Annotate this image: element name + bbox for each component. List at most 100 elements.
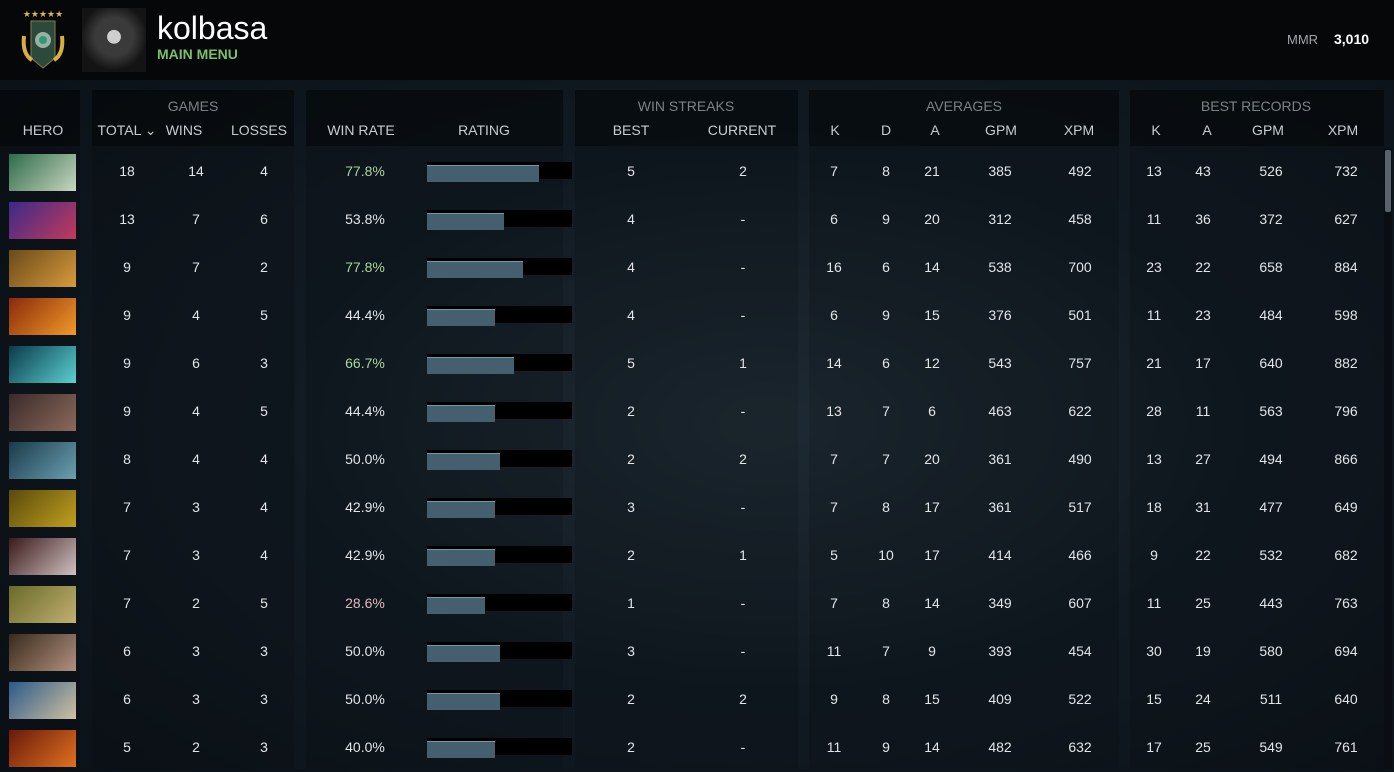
cell-bk: 18 xyxy=(1146,499,1162,515)
cell-losses: 5 xyxy=(260,307,268,323)
table-row[interactable]: 13 7 6 53.8% 4 - 6 9 20 312 458 11 36 372 627 xyxy=(0,196,1380,244)
cell-total: 8 xyxy=(123,451,131,467)
cell-k: 11 xyxy=(826,643,842,659)
table-row[interactable]: 7 2 5 28.6% 1-7 8 14 349 607 11 25 443 763 xyxy=(0,580,1380,628)
cell-bk: 30 xyxy=(1146,643,1162,659)
cell-k: 9 xyxy=(830,691,838,707)
rating-bar xyxy=(427,642,572,662)
col-rating[interactable]: RATING xyxy=(458,122,510,138)
scrollbar-thumb[interactable] xyxy=(1385,150,1391,212)
cell-wins: 3 xyxy=(192,691,200,707)
table-row[interactable]: 9 6 3 66.7% 5 1 14 6 12 543 757 21 17 640 882 xyxy=(0,340,1380,388)
col-losses[interactable]: LOSSES xyxy=(230,122,288,138)
cell-losses: 3 xyxy=(260,739,268,755)
rating-bar-fill xyxy=(427,693,500,710)
cell-wins: 7 xyxy=(192,259,200,275)
col-total-sorted[interactable]: TOTAL ⌄ xyxy=(97,122,157,138)
cell-win-rate: 44.4% xyxy=(345,403,385,419)
hero-portrait[interactable] xyxy=(9,250,76,287)
col-win-rate[interactable]: WIN RATE xyxy=(327,122,395,138)
rating-bar-fill xyxy=(427,741,496,758)
cell-best: 2 xyxy=(627,691,635,707)
cell-a: 17 xyxy=(924,499,940,515)
cell-wins: 7 xyxy=(192,211,200,227)
col-hero[interactable]: HERO xyxy=(22,122,64,138)
cell-wins: 14 xyxy=(188,163,204,179)
cell-k: 11 xyxy=(826,739,842,755)
hero-portrait[interactable] xyxy=(9,682,76,719)
cell-xpm: 522 xyxy=(1068,691,1092,707)
avatar[interactable] xyxy=(82,8,146,72)
cell-gpm: 482 xyxy=(988,739,1012,755)
cell-bk: 28 xyxy=(1146,403,1162,419)
win-streaks-group xyxy=(575,90,798,146)
cell-win-rate: 66.7% xyxy=(345,355,385,371)
table-row[interactable]: 6 3 3 50.0% 2 2 9 8 15 409 522 15 24 511 640 xyxy=(0,676,1380,724)
col-wins[interactable]: WINS xyxy=(165,122,203,138)
cell-best: 5 xyxy=(627,355,635,371)
col-avg-a[interactable]: A xyxy=(930,122,940,138)
table-row[interactable]: 9 4 5 44.4% 2 - 13 7 6 463 622 28 11 563 796 xyxy=(0,388,1380,436)
cell-xpm: 632 xyxy=(1068,739,1092,755)
main-menu-link[interactable]: MAIN MENU xyxy=(157,46,238,62)
table-row[interactable]: 5 2 3 40.0% 2 - 11 9 14 482 632 17 25 549 761 xyxy=(0,724,1380,772)
col-avg-gpm[interactable]: GPM xyxy=(985,122,1017,138)
scrollbar[interactable] xyxy=(1384,148,1392,769)
cell-k: 5 xyxy=(830,547,838,563)
col-best-a[interactable]: A xyxy=(1202,122,1212,138)
hero-portrait[interactable] xyxy=(9,298,76,335)
cell-losses: 3 xyxy=(260,355,268,371)
hero-portrait[interactable] xyxy=(9,394,76,431)
hero-portrait[interactable] xyxy=(9,634,76,671)
svg-text:★★★★★: ★★★★★ xyxy=(23,9,63,19)
col-best-xpm[interactable]: XPM xyxy=(1327,122,1359,138)
col-best-k[interactable]: K xyxy=(1151,122,1161,138)
rating-bar-fill xyxy=(427,309,496,326)
best-records-title: BEST RECORDS xyxy=(1200,98,1312,114)
hero-portrait[interactable] xyxy=(9,442,76,479)
cell-ba: 19 xyxy=(1195,643,1211,659)
cell-bk: 23 xyxy=(1146,259,1162,275)
rating-bar-fill xyxy=(427,597,485,614)
col-best-gpm[interactable]: GPM xyxy=(1252,122,1284,138)
cell-current: - xyxy=(740,211,746,227)
col-avg-xpm[interactable]: XPM xyxy=(1063,122,1095,138)
rating-bar xyxy=(427,354,572,374)
cell-win-rate: 42.9% xyxy=(345,499,385,515)
rating-bar xyxy=(427,738,572,758)
cell-d: 6 xyxy=(882,355,890,371)
table-row[interactable]: 8 4 4 50.0% 2 2 7 7 20 361 490 13 27 494 866 xyxy=(0,436,1380,484)
cell-best: 2 xyxy=(627,547,635,563)
hero-portrait[interactable] xyxy=(9,202,76,239)
table-row[interactable]: 9 4 5 44.4% 4 - 6 9 15 376 501 11 23 484 598 xyxy=(0,292,1380,340)
cell-ba: 22 xyxy=(1195,259,1211,275)
table-row[interactable]: 9 7 2 77.8% 4 - 16 6 14 538 700 23 22 658 884 xyxy=(0,244,1380,292)
cell-best: 2 xyxy=(627,739,635,755)
rating-bar-fill xyxy=(427,645,500,662)
cell-wins: 3 xyxy=(192,547,200,563)
cell-bgpm: 443 xyxy=(1259,595,1283,611)
cell-current: - xyxy=(740,403,746,419)
col-avg-d[interactable]: D xyxy=(880,122,892,138)
username: kolbasa xyxy=(157,10,268,46)
cell-bk: 11 xyxy=(1146,595,1162,611)
hero-portrait[interactable] xyxy=(9,490,76,527)
cell-ba: 25 xyxy=(1195,595,1211,611)
hero-portrait[interactable] xyxy=(9,154,76,191)
cell-k: 13 xyxy=(826,403,842,419)
table-row[interactable]: 18 14 4 77.8% 5 2 7 8 21 385 492 13 43 526 732 xyxy=(0,148,1380,196)
col-current-streak[interactable]: CURRENT xyxy=(707,122,777,138)
cell-a: 17 xyxy=(924,547,940,563)
col-avg-k[interactable]: K xyxy=(830,122,840,138)
hero-portrait[interactable] xyxy=(9,538,76,575)
hero-portrait[interactable] xyxy=(9,346,76,383)
cell-ba: 25 xyxy=(1195,739,1211,755)
col-best-streak[interactable]: BEST xyxy=(612,122,650,138)
table-row[interactable]: 6 3 3 50.0% 3 - 11 7 9 393 454 30 19 580 694 xyxy=(0,628,1380,676)
cell-bxpm: 884 xyxy=(1334,259,1358,275)
hero-portrait[interactable] xyxy=(9,730,76,767)
table-row[interactable]: 7 3 4 42.9% 2 1 5 10 17 414 466 9 22 532 682 xyxy=(0,532,1380,580)
cell-gpm: 538 xyxy=(988,259,1012,275)
table-row[interactable]: 7 3 4 42.9% 3 - 7 8 17 361 517 18 31 477 649 xyxy=(0,484,1380,532)
hero-portrait[interactable] xyxy=(9,586,76,623)
